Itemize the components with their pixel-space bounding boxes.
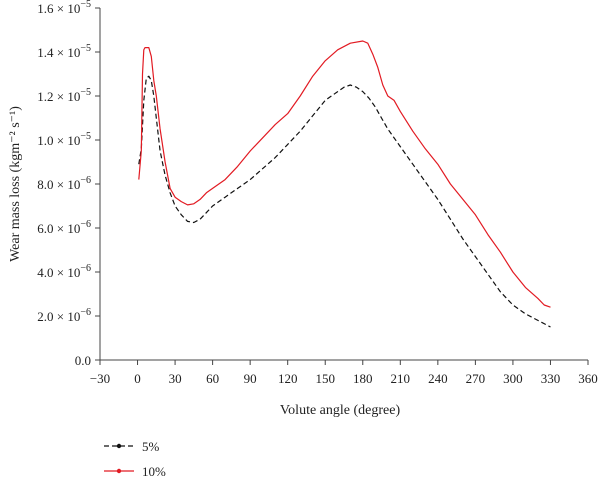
y-tick-label: 1.0 × 10−5 — [37, 131, 91, 148]
x-tick-label: 120 — [278, 371, 298, 386]
y-tick-label: 1.2 × 10−5 — [37, 87, 91, 104]
x-tick-label: 270 — [466, 371, 486, 386]
x-tick-label: 150 — [315, 371, 335, 386]
y-axis-ticks: 0.0 2.0 × 10−6 4.0 × 10−6 6.0 × 10−6 8.0 × 1… — [37, 0, 100, 368]
x-axis-title: Volute angle (degree) — [280, 403, 401, 418]
x-tick-label: 360 — [578, 371, 598, 386]
x-tick-label: 180 — [353, 371, 373, 386]
x-tick-label: 30 — [169, 371, 182, 386]
x-tick-label: 0 — [134, 371, 141, 386]
y-tick-label: 8.0 × 10−6 — [37, 175, 91, 192]
x-tick-label: 330 — [541, 371, 561, 386]
x-tick-label: 240 — [428, 371, 448, 386]
y-tick-label: 6.0 × 10−6 — [37, 219, 91, 236]
x-axis-ticks: −30 0 30 60 90 120 150 180 210 240 270 300 330 360 — [90, 360, 598, 386]
legend-marker — [116, 468, 122, 474]
y-tick-label: 4.0 × 10−6 — [37, 263, 91, 280]
x-tick-label: 60 — [206, 371, 219, 386]
legend-marker — [116, 443, 122, 449]
series-line-ten-percent — [138, 40, 551, 308]
x-tick-label: −30 — [90, 371, 110, 386]
x-tick-label: 90 — [244, 371, 257, 386]
y-tick-label: 1.4 × 10−5 — [37, 43, 91, 60]
y-tick-label: 2.0 × 10−6 — [37, 307, 91, 324]
y-axis-title: Wear mass loss (kgm⁻² s⁻¹) — [8, 106, 23, 262]
legend-label: 10% — [142, 464, 166, 479]
x-tick-label: 210 — [391, 371, 411, 386]
x-tick-label: 300 — [503, 371, 523, 386]
y-tick-label: 1.6 × 10−5 — [37, 0, 91, 16]
plot-series — [138, 40, 551, 328]
legend: 5% 10% — [104, 439, 166, 479]
legend-label: 5% — [142, 439, 160, 454]
series-line-five-percent — [138, 75, 551, 328]
y-tick-label: 0.0 — [75, 353, 91, 368]
